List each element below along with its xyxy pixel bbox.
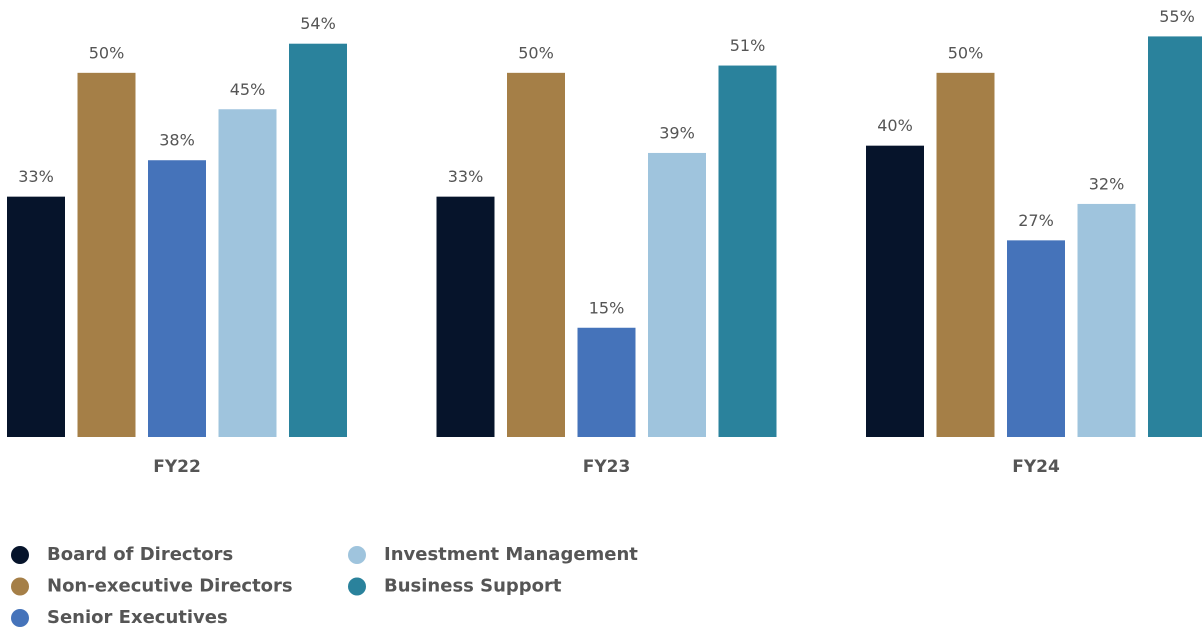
data-label: 45% [230, 80, 266, 99]
data-label: 51% [730, 36, 766, 55]
data-label: 38% [159, 131, 195, 150]
legend-label: Investment Management [384, 544, 638, 565]
bar [7, 196, 65, 437]
bar [718, 65, 777, 438]
x-tick-label: FY23 [583, 457, 631, 477]
legend-marker [348, 546, 366, 564]
data-label: 55% [1159, 7, 1195, 26]
data-label: 39% [659, 123, 695, 142]
legend-label: Senior Executives [47, 607, 228, 628]
bar [648, 152, 706, 437]
data-label: 50% [89, 43, 125, 62]
bar [77, 72, 136, 437]
data-label: 50% [948, 43, 984, 62]
data-label: 27% [1018, 211, 1054, 230]
bar [936, 72, 995, 437]
bar [577, 327, 636, 437]
bar [218, 109, 277, 437]
bar [148, 160, 206, 437]
data-label: 32% [1089, 174, 1125, 193]
bar [507, 72, 565, 437]
bar [1148, 36, 1202, 438]
bar [1077, 203, 1136, 437]
bar [866, 145, 924, 437]
data-label: 15% [589, 298, 625, 317]
bar [289, 43, 347, 437]
bar [436, 196, 495, 437]
legend-label: Business Support [384, 576, 562, 597]
data-label: 50% [518, 43, 554, 62]
data-label: 54% [300, 14, 336, 33]
legend-label: Board of Directors [47, 544, 233, 565]
legend-marker [11, 609, 29, 627]
data-label: 33% [18, 167, 54, 186]
data-label: 33% [448, 167, 484, 186]
legend-marker [11, 577, 29, 596]
x-tick-label: FY22 [153, 457, 201, 477]
bar [1007, 240, 1065, 437]
data-label: 40% [877, 116, 913, 135]
legend-marker [11, 546, 29, 564]
x-tick-label: FY24 [1012, 457, 1060, 477]
legend-label: Non-executive Directors [47, 576, 293, 597]
legend-marker [348, 577, 366, 596]
